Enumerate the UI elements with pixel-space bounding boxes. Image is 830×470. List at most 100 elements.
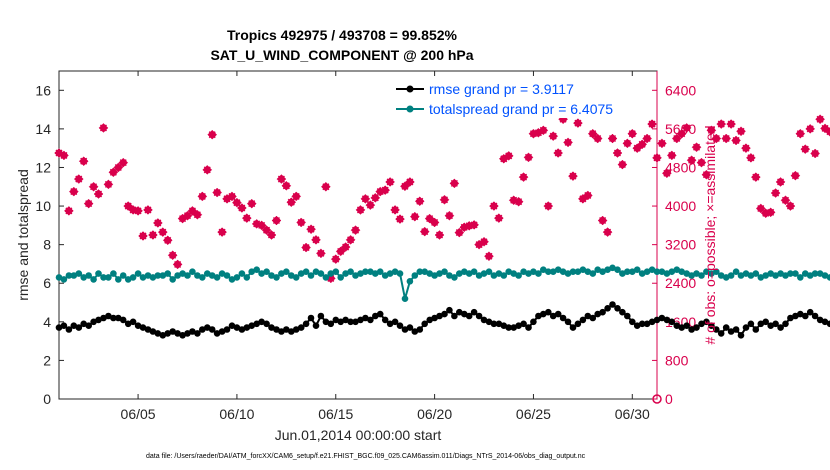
obs-count-point [746, 152, 756, 163]
totalspread-point [549, 268, 557, 276]
obs-count-point [345, 234, 356, 245]
rmse-point [95, 316, 102, 324]
obs-count-point [513, 196, 524, 207]
rmse-point [475, 312, 483, 320]
obs-count-point [103, 179, 114, 190]
rmse-point [386, 320, 394, 328]
y-tick-label-right: 3200 [665, 237, 696, 253]
rmse-point [540, 310, 547, 318]
obs-count-point [241, 213, 252, 223]
totalspread-point [826, 274, 830, 281]
obs-count-point [469, 220, 479, 230]
y-tick-label-right: 5600 [665, 121, 696, 137]
totalspread-point [85, 272, 92, 279]
y-tick-label: 16 [35, 82, 51, 98]
totalspread-point [490, 272, 498, 279]
obs-count-point [617, 159, 628, 170]
obs-count-point [355, 205, 366, 215]
y-tick-label: 12 [35, 159, 51, 175]
rmse-point [752, 326, 760, 333]
obs-count-point [98, 123, 109, 133]
totalspread-point [752, 270, 760, 277]
rmse-point [614, 305, 621, 312]
totalspread-point [589, 270, 597, 277]
totalspread-point [658, 268, 666, 276]
rmse-point [564, 318, 572, 326]
rmse-point [223, 326, 231, 333]
obs-count-point [518, 172, 529, 182]
rmse-point [638, 320, 646, 328]
rmse-point [762, 318, 769, 326]
rmse-point [490, 320, 498, 328]
rmse-point [683, 322, 690, 330]
rmse-point [297, 324, 305, 331]
obs-count-point [133, 206, 143, 216]
totalspread-point [436, 270, 443, 277]
rmse-point [362, 314, 369, 322]
rmse-point [772, 320, 779, 328]
obs-count-point [479, 236, 489, 247]
totalspread-point [693, 270, 700, 277]
totalspread-point [792, 270, 799, 277]
obs-count-point [350, 225, 361, 236]
obs-count-point [691, 142, 702, 153]
rmse-point [727, 328, 735, 335]
totalspread-point [273, 274, 280, 281]
obs-count-point [118, 157, 129, 168]
totalspread-point [283, 268, 290, 276]
totalspread-point [332, 268, 340, 276]
rmse-point [520, 320, 527, 328]
obs-count-point [395, 214, 405, 224]
rmse-point [436, 312, 443, 320]
rmse-point [406, 324, 414, 331]
totalspread-point [787, 270, 794, 277]
totalspread-point [727, 272, 735, 279]
totalspread-point [653, 268, 661, 276]
rmse-point [65, 326, 73, 333]
obs-count-point [237, 203, 247, 213]
totalspread-point [60, 276, 68, 283]
obs-count-point [271, 215, 282, 226]
x-tick-label: 06/25 [516, 406, 551, 422]
totalspread-point [199, 274, 206, 281]
legend-spread-label: totalspread grand pr = 6.4075 [429, 101, 613, 117]
obs-count-point [637, 139, 648, 150]
rmse-point [584, 312, 592, 320]
rmse-point [213, 330, 221, 337]
obs-count-point [666, 150, 677, 161]
rmse-point [441, 310, 448, 318]
rmse-point [60, 322, 68, 330]
rmse-point [283, 326, 290, 333]
rmse-point [85, 322, 92, 330]
totalspread-point [732, 268, 740, 276]
rmse-point [342, 316, 349, 324]
y-axis-left: 0 2 4 6 8 10 12 14 16 [35, 82, 64, 407]
rmse-point [416, 326, 424, 333]
obs-count-point [167, 250, 178, 261]
totalspread-point [119, 272, 127, 279]
obs-count-point [286, 197, 297, 208]
obs-count-point [493, 213, 504, 223]
totalspread-point [811, 270, 819, 277]
totalspread-point [263, 268, 270, 276]
x-tick-label: 06/30 [615, 406, 650, 422]
rmse-point [505, 324, 512, 331]
totalspread-point [253, 266, 260, 274]
obs-count-point [439, 194, 450, 205]
rmse-point [317, 312, 325, 320]
totalspread-point [624, 268, 631, 276]
rmse-point [307, 314, 315, 322]
obs-count-point [489, 201, 499, 211]
obs-count-point [321, 181, 331, 192]
rmse-point [530, 318, 537, 326]
totalspread-point [564, 270, 572, 277]
obs-count-point [291, 191, 302, 202]
totalspread-point [599, 268, 606, 276]
rmse-point [465, 312, 473, 320]
rmse-point [268, 324, 275, 331]
rmse-point [806, 308, 814, 316]
obs-count-point [197, 191, 208, 202]
totalspread-point [268, 272, 275, 279]
obs-count-point [573, 118, 583, 128]
